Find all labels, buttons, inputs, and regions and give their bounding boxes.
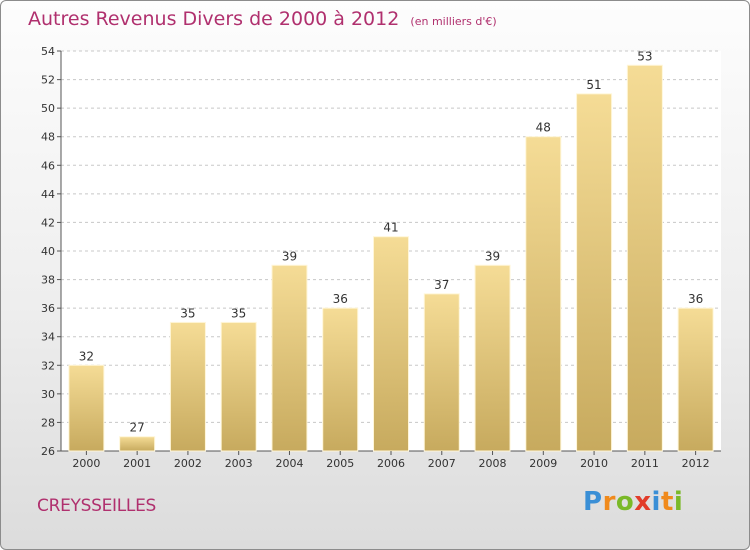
x-tick-label: 2004 — [275, 457, 303, 470]
y-tick-label: 54 — [41, 45, 55, 58]
bar — [576, 93, 613, 452]
bar — [525, 136, 562, 452]
data-label: 35 — [180, 306, 195, 320]
x-tick-label: 2005 — [326, 457, 354, 470]
proxiti-logo: Proxiti — [583, 487, 683, 517]
x-tick-label: 2011 — [631, 457, 659, 470]
y-tick-label: 46 — [41, 159, 55, 172]
y-tick-label: 32 — [41, 359, 55, 372]
y-tick-label: 34 — [41, 331, 55, 344]
y-tick-label: 28 — [41, 416, 55, 429]
data-label: 36 — [688, 292, 703, 306]
data-label: 37 — [434, 278, 449, 292]
x-tick-label: 2010 — [580, 457, 608, 470]
bar — [626, 64, 663, 452]
y-tick-label: 48 — [41, 131, 55, 144]
data-label: 36 — [333, 292, 348, 306]
bar — [169, 321, 206, 452]
logo-letter: t — [660, 487, 674, 517]
chart-title: Autres Revenus Divers de 2000 à 2012 (en… — [28, 8, 497, 30]
y-tick-label: 26 — [41, 445, 55, 458]
logo-letter: i — [651, 487, 661, 517]
bar — [423, 293, 460, 452]
y-tick-label: 42 — [41, 216, 55, 229]
y-tick-label: 40 — [41, 245, 55, 258]
bar — [474, 264, 511, 452]
data-label: 32 — [79, 349, 94, 363]
bar — [322, 307, 359, 452]
data-label: 53 — [637, 49, 652, 63]
y-tick-label: 50 — [41, 102, 55, 115]
data-label: 51 — [586, 78, 601, 92]
x-tick-label: 2008 — [479, 457, 507, 470]
bar — [271, 264, 308, 452]
bar — [373, 236, 409, 452]
bar — [68, 364, 105, 452]
data-label: 27 — [130, 421, 145, 435]
bar — [677, 307, 714, 452]
logo-letter: x — [634, 487, 652, 517]
y-tick-label: 52 — [41, 74, 55, 87]
chart-title-text: Autres Revenus Divers de 2000 à 2012 — [28, 8, 400, 30]
logo-letter: P — [583, 487, 603, 517]
data-label: 39 — [282, 249, 297, 263]
x-tick-label: 2000 — [72, 457, 100, 470]
logo-letter: i — [673, 487, 684, 517]
y-tick-label: 44 — [41, 188, 55, 201]
y-tick-label: 36 — [41, 302, 55, 315]
data-label: 48 — [536, 121, 551, 135]
bar — [119, 436, 156, 452]
x-tick-label: 2002 — [174, 457, 202, 470]
x-tick-label: 2012 — [682, 457, 710, 470]
bar — [220, 321, 257, 452]
y-tick-label: 30 — [41, 388, 55, 401]
commune-name: CREYSSEILLES — [37, 496, 157, 516]
x-tick-label: 2001 — [123, 457, 151, 470]
chart-unit-note: (en milliers d'€) — [410, 15, 497, 28]
x-tick-label: 2007 — [428, 457, 456, 470]
data-label: 35 — [231, 306, 246, 320]
data-label: 41 — [383, 221, 398, 235]
data-label: 39 — [485, 249, 500, 263]
x-tick-label: 2003 — [225, 457, 253, 470]
logo-letter: r — [602, 487, 616, 517]
x-tick-label: 2009 — [529, 457, 557, 470]
y-tick-label: 38 — [41, 274, 55, 287]
x-tick-label: 2006 — [377, 457, 405, 470]
logo-letter: o — [615, 487, 635, 517]
